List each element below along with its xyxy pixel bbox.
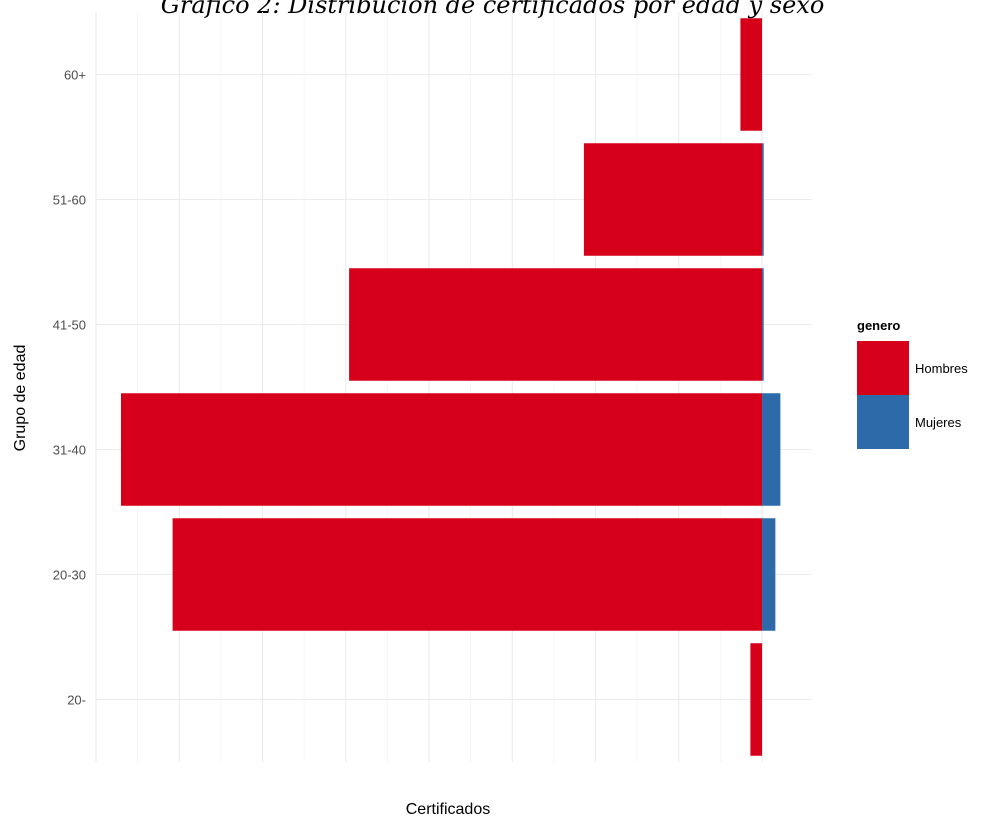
x-axis-title: Certificados <box>406 801 490 818</box>
bar-hombres-31-40 <box>120 393 763 506</box>
bar-hombres-20-30 <box>172 518 763 631</box>
legend-key-mujeres <box>857 395 909 449</box>
legend-label-hombres: Hombres <box>915 361 968 376</box>
y-tick-label: 31-40 <box>53 443 86 458</box>
legend-items: Hombres Mujeres <box>857 341 968 449</box>
bar-mujeres-41-50 <box>762 268 764 381</box>
y-axis-title: Grupo de edad <box>12 345 29 452</box>
grid-layer <box>95 12 812 762</box>
bar-mujeres-31-40 <box>762 393 781 506</box>
bar-hombres-41-50 <box>349 268 763 381</box>
bar-hombres-20- <box>750 643 763 756</box>
y-tick-label: 41-50 <box>53 318 86 333</box>
y-tick-label: 51-60 <box>53 193 86 208</box>
chart-title: Gráfico 2: Distribución de certificados … <box>160 0 825 19</box>
legend-key-hombres <box>857 341 909 395</box>
legend-title: genero <box>857 318 900 333</box>
bar-hombres-51-60 <box>583 143 763 256</box>
bar-mujeres-20-30 <box>762 518 776 631</box>
legend: genero Hombres Mujeres <box>857 318 968 449</box>
bar-hombres-60+ <box>740 18 763 131</box>
y-tick-label: 60+ <box>64 68 86 83</box>
bars-layer <box>120 18 781 756</box>
bar-mujeres-51-60 <box>762 143 764 256</box>
y-tick-label: 20-30 <box>53 568 86 583</box>
y-tick-labels: 20- 20-30 31-40 41-50 51-60 60+ <box>53 68 86 708</box>
legend-label-mujeres: Mujeres <box>915 415 962 430</box>
y-tick-label: 20- <box>67 693 86 708</box>
